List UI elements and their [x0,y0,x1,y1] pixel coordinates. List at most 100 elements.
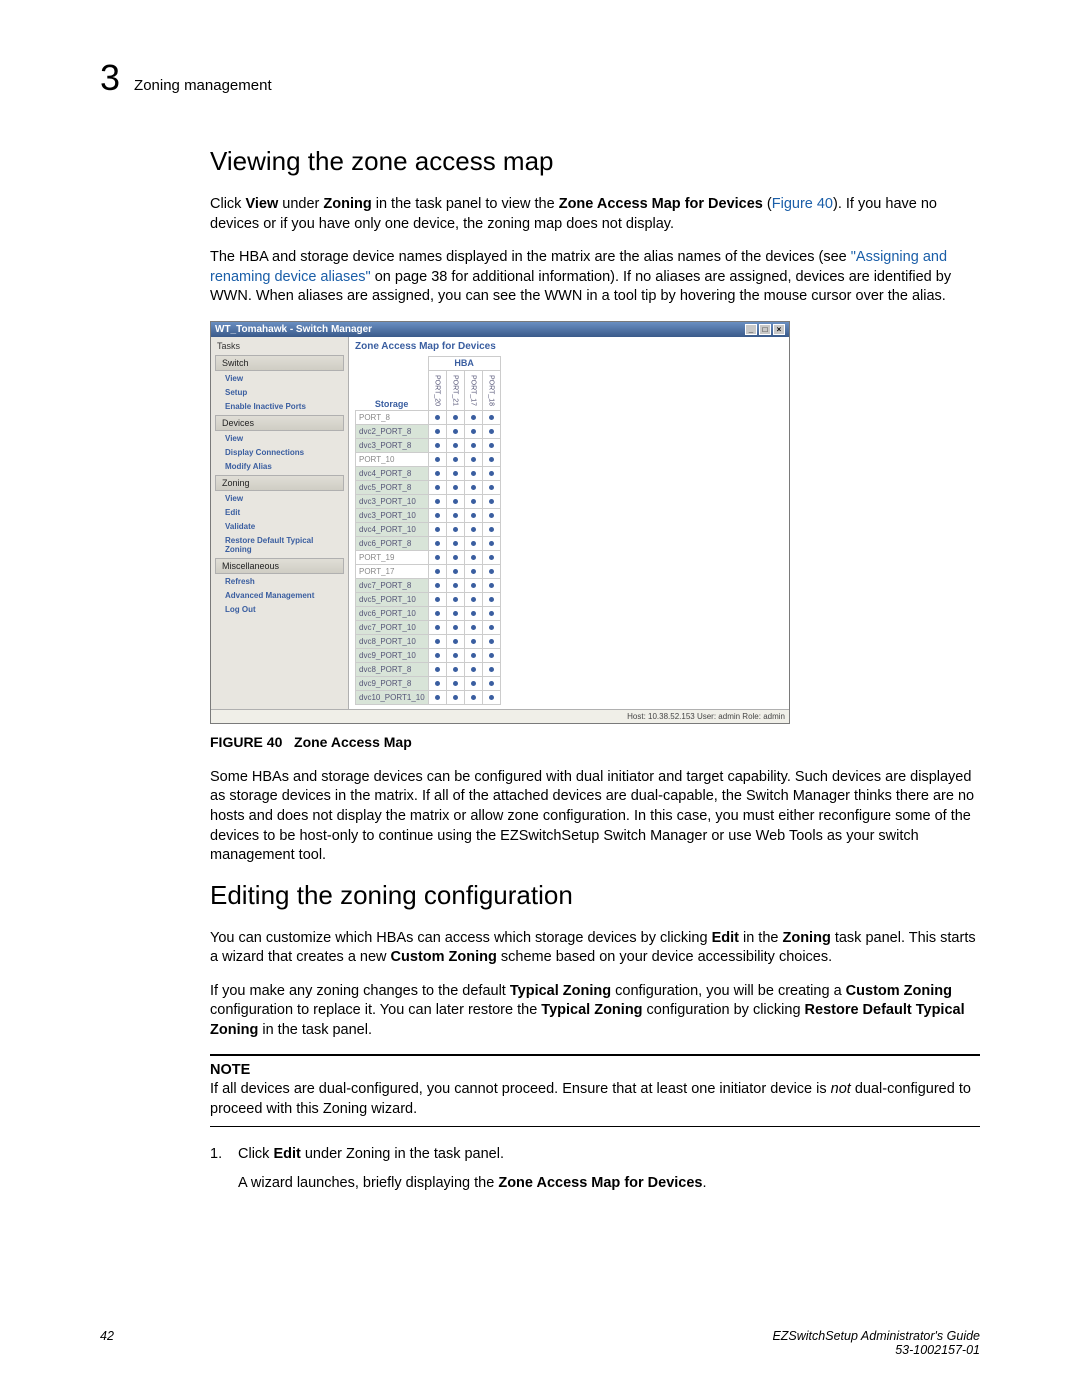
zone-cell[interactable] [482,620,500,634]
maximize-icon[interactable]: □ [759,324,771,335]
zone-cell[interactable] [428,452,446,466]
zone-cell[interactable] [482,648,500,662]
zone-cell[interactable] [482,508,500,522]
zone-cell[interactable] [428,550,446,564]
zone-cell[interactable] [428,480,446,494]
zone-cell[interactable] [482,466,500,480]
zone-cell[interactable] [446,522,464,536]
zone-cell[interactable] [464,438,482,452]
zone-cell[interactable] [482,578,500,592]
zone-cell[interactable] [446,550,464,564]
zone-cell[interactable] [428,620,446,634]
zone-cell[interactable] [464,634,482,648]
task-link[interactable]: Modify Alias [215,460,344,473]
zone-cell[interactable] [482,662,500,676]
zone-cell[interactable] [482,438,500,452]
zone-cell[interactable] [446,466,464,480]
zone-cell[interactable] [482,494,500,508]
zone-cell[interactable] [446,648,464,662]
zone-cell[interactable] [464,606,482,620]
zone-cell[interactable] [482,536,500,550]
zone-cell[interactable] [446,592,464,606]
zone-cell[interactable] [428,592,446,606]
zone-cell[interactable] [428,522,446,536]
task-link[interactable]: Validate [215,520,344,533]
task-link[interactable]: Restore Default Typical Zoning [215,534,344,556]
task-link[interactable]: View [215,372,344,385]
zone-cell[interactable] [446,676,464,690]
task-link[interactable]: Refresh [215,575,344,588]
zone-cell[interactable] [428,410,446,424]
zone-cell[interactable] [446,424,464,438]
task-link[interactable]: Edit [215,506,344,519]
zone-cell[interactable] [482,690,500,704]
zone-cell[interactable] [428,662,446,676]
zone-cell[interactable] [464,522,482,536]
zone-cell[interactable] [464,466,482,480]
zone-cell[interactable] [446,606,464,620]
task-link[interactable]: View [215,432,344,445]
close-icon[interactable]: × [773,324,785,335]
zone-cell[interactable] [464,550,482,564]
zone-cell[interactable] [464,508,482,522]
zone-cell[interactable] [446,662,464,676]
zone-cell[interactable] [464,452,482,466]
zone-cell[interactable] [464,480,482,494]
zone-cell[interactable] [464,592,482,606]
zone-cell[interactable] [428,564,446,578]
zone-cell[interactable] [446,410,464,424]
zone-cell[interactable] [482,424,500,438]
zone-cell[interactable] [446,452,464,466]
zone-cell[interactable] [428,424,446,438]
zone-cell[interactable] [428,578,446,592]
task-link[interactable]: Setup [215,386,344,399]
zone-cell[interactable] [464,410,482,424]
zone-cell[interactable] [446,620,464,634]
task-link[interactable]: Log Out [215,603,344,616]
zone-cell[interactable] [482,452,500,466]
zone-cell[interactable] [482,522,500,536]
task-link[interactable]: View [215,492,344,505]
task-link[interactable]: Advanced Management [215,589,344,602]
zone-cell[interactable] [428,690,446,704]
zone-cell[interactable] [428,676,446,690]
zone-cell[interactable] [428,494,446,508]
zone-cell[interactable] [464,662,482,676]
zone-cell[interactable] [446,536,464,550]
figure-link[interactable]: Figure 40 [772,196,833,212]
zone-cell[interactable] [464,676,482,690]
zone-cell[interactable] [482,564,500,578]
zone-cell[interactable] [428,438,446,452]
zone-cell[interactable] [428,634,446,648]
minimize-icon[interactable]: _ [745,324,757,335]
zone-cell[interactable] [446,634,464,648]
zone-cell[interactable] [428,606,446,620]
zone-cell[interactable] [464,578,482,592]
zone-cell[interactable] [482,550,500,564]
zone-cell[interactable] [464,564,482,578]
zone-cell[interactable] [446,564,464,578]
zone-cell[interactable] [482,606,500,620]
zone-cell[interactable] [446,480,464,494]
zone-cell[interactable] [446,494,464,508]
zone-cell[interactable] [482,410,500,424]
zone-cell[interactable] [446,578,464,592]
zone-cell[interactable] [446,508,464,522]
zone-cell[interactable] [464,620,482,634]
zone-cell[interactable] [428,508,446,522]
zone-cell[interactable] [464,690,482,704]
zone-cell[interactable] [428,648,446,662]
zone-cell[interactable] [482,634,500,648]
task-link[interactable]: Enable Inactive Ports [215,400,344,413]
zone-cell[interactable] [482,676,500,690]
zone-cell[interactable] [482,592,500,606]
task-link[interactable]: Display Connections [215,446,344,459]
zone-cell[interactable] [464,648,482,662]
zone-cell[interactable] [464,494,482,508]
zone-cell[interactable] [428,536,446,550]
zone-cell[interactable] [446,690,464,704]
zone-cell[interactable] [482,480,500,494]
zone-cell[interactable] [464,424,482,438]
zone-cell[interactable] [428,466,446,480]
zone-cell[interactable] [446,438,464,452]
